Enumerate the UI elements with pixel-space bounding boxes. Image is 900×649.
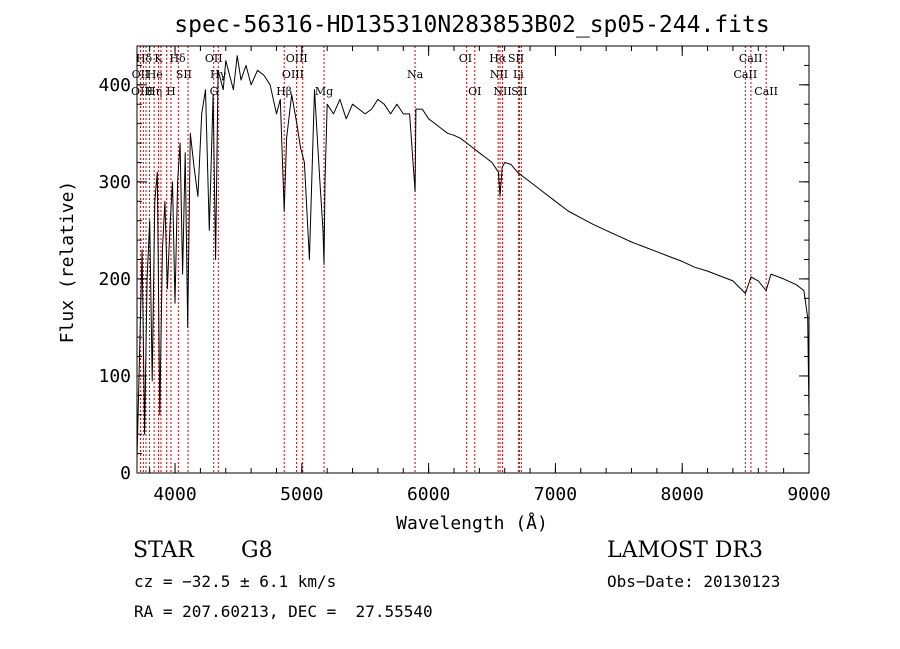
- redshift-text: cz = −32.5 ± 6.1 km/s: [134, 572, 337, 591]
- axes: 4000 5000 6000 7000 8000 9000 0 100 200 300 400: [98, 45, 831, 505]
- line-label-23: Mg: [315, 85, 333, 98]
- line-label-4: OIII: [286, 52, 308, 65]
- y-tick-label-1: 100: [98, 366, 131, 387]
- line-label-24: OI: [468, 85, 481, 98]
- line-label-27: CaII: [754, 85, 778, 98]
- chart-title: spec-56316-HD135310N283853B02_sp05-244.f…: [174, 12, 769, 38]
- line-label-11: SII: [176, 68, 192, 81]
- line-label-26: SII: [511, 85, 527, 98]
- observation-date: Obs−Date: 20130123: [607, 572, 781, 591]
- line-label-19: Hη: [146, 85, 162, 98]
- y-axis-label: Flux (relative): [57, 181, 78, 344]
- x-tick-label-2: 6000: [407, 484, 450, 505]
- y-tick-label-4: 400: [98, 75, 131, 96]
- y-tick-label-2: 200: [98, 269, 131, 290]
- x-axis-label: Wavelength (Å): [396, 512, 548, 534]
- line-label-22: Hβ: [276, 85, 292, 98]
- line-label-21: G: [210, 85, 219, 98]
- y-tick-label-0: 0: [120, 463, 131, 484]
- line-label-2: Hδ: [169, 52, 186, 65]
- line-label-14: Na: [407, 68, 424, 81]
- coordinates-text: RA = 207.60213, DEC = 27.55540: [134, 602, 433, 621]
- spectrum-series: [136, 55, 810, 459]
- x-tick-label-3: 7000: [534, 484, 577, 505]
- line-markers: [139, 46, 767, 473]
- line-label-5: OI: [459, 52, 472, 65]
- plot-frame: [136, 45, 810, 474]
- line-label-0: Hδ: [136, 52, 153, 65]
- x-tick-label-5: 9000: [787, 484, 830, 505]
- x-tick-label-0: 4000: [153, 484, 196, 505]
- line-label-13: OIII: [282, 68, 304, 81]
- object-subclass: G8: [241, 538, 273, 563]
- line-label-20: H: [166, 85, 176, 98]
- survey-name: LAMOST DR3: [607, 538, 763, 563]
- object-class: STAR: [133, 538, 194, 563]
- line-label-3: OII: [205, 52, 223, 65]
- y-tick-label-3: 300: [98, 172, 131, 193]
- spectrum-line-0: [136, 55, 810, 459]
- line-label-12: Hγ: [210, 68, 227, 81]
- line-label-9: OII: [132, 68, 150, 81]
- line-label-17: CaII: [734, 68, 758, 81]
- line-label-7: SII: [508, 52, 524, 65]
- line-label-25: NII: [493, 85, 511, 98]
- line-label-15: NII: [490, 68, 508, 81]
- line-label-8: CaII: [739, 52, 763, 65]
- line-label-16: Li: [513, 68, 524, 81]
- line-label-6: Hα: [489, 52, 507, 65]
- line-label-10: He: [147, 68, 163, 81]
- line-label-1: K: [154, 52, 163, 65]
- x-tick-label-4: 8000: [661, 484, 704, 505]
- x-tick-label-1: 5000: [280, 484, 323, 505]
